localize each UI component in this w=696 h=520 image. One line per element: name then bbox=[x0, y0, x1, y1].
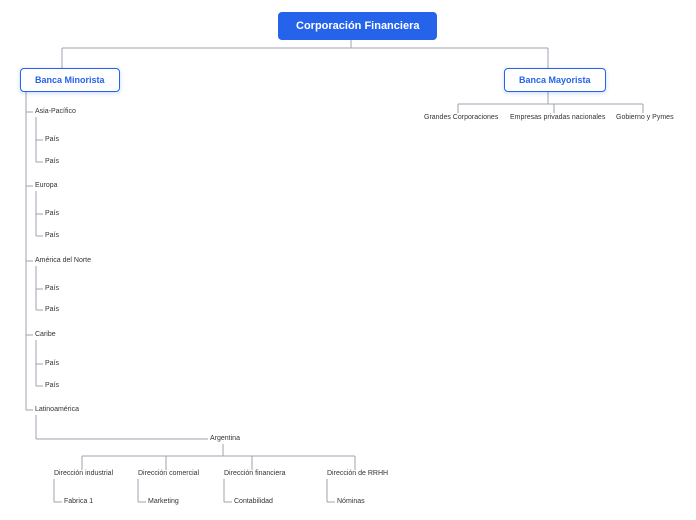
region-europa-c1: País bbox=[45, 210, 59, 217]
branch-minorista: Banca Minorista bbox=[20, 68, 120, 92]
root-node: Corporación Financiera bbox=[278, 12, 437, 40]
region-caribe: Caribe bbox=[35, 331, 56, 338]
dept-industrial: Dirección industrial bbox=[54, 470, 113, 477]
region-latam: Latinoamérica bbox=[35, 406, 79, 413]
mayorista-privadas: Empresas privadas nacionales bbox=[510, 114, 605, 121]
dept-industrial-child: Fabrica 1 bbox=[64, 498, 93, 505]
dept-comercial-child: Marketing bbox=[148, 498, 179, 505]
region-asia-c1: País bbox=[45, 136, 59, 143]
region-europa: Europa bbox=[35, 182, 58, 189]
region-asia: Asia-Pacífico bbox=[35, 108, 76, 115]
dept-comercial: Dirección comercial bbox=[138, 470, 199, 477]
dept-financiera: Dirección financiera bbox=[224, 470, 285, 477]
dept-rrhh-child: Nóminas bbox=[337, 498, 365, 505]
region-asia-c2: País bbox=[45, 158, 59, 165]
region-na-c2: País bbox=[45, 306, 59, 313]
region-europa-c2: País bbox=[45, 232, 59, 239]
country-argentina: Argentina bbox=[210, 435, 240, 442]
dept-rrhh: Dirección de RRHH bbox=[327, 470, 388, 477]
region-na-c1: País bbox=[45, 285, 59, 292]
mayorista-gobierno: Gobierno y Pymes bbox=[616, 114, 674, 121]
region-caribe-c2: País bbox=[45, 382, 59, 389]
region-caribe-c1: País bbox=[45, 360, 59, 367]
region-na: América del Norte bbox=[35, 257, 91, 264]
mayorista-grandes: Grandes Corporaciones bbox=[424, 114, 498, 121]
branch-mayorista: Banca Mayorista bbox=[504, 68, 606, 92]
dept-financiera-child: Contabilidad bbox=[234, 498, 273, 505]
